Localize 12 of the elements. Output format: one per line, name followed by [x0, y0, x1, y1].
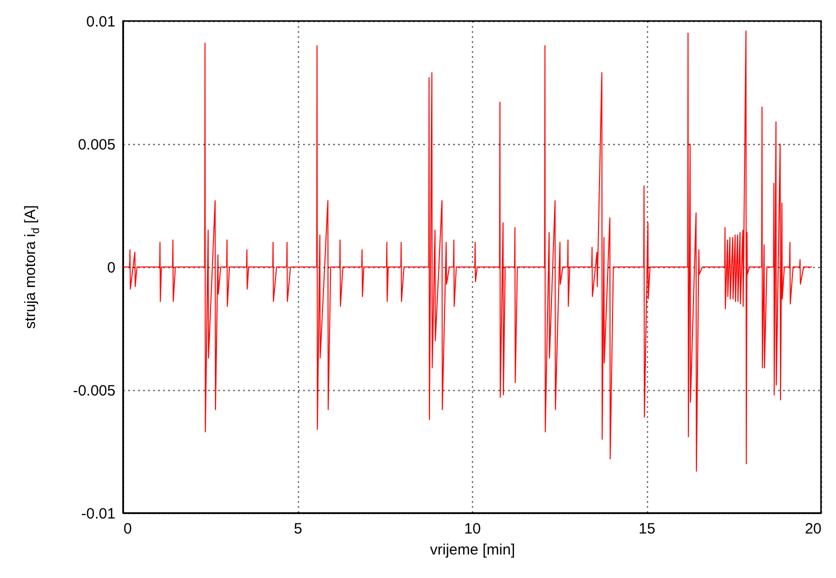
y-tick-label: 0 [107, 260, 116, 276]
x-tick-label: 15 [638, 520, 656, 538]
line-series [123, 30, 812, 472]
x-axis-title: vrijeme [min] [430, 542, 516, 558]
y-tick-label: 0.01 [86, 14, 116, 30]
x-tick-label: 5 [294, 520, 302, 538]
x-tick-label: 20 [804, 520, 822, 538]
x-tick-label: 10 [464, 520, 481, 538]
y-tick-label: -0.005 [72, 382, 116, 400]
x-tick-label: 0 [124, 520, 132, 538]
y-tick-label: 0.005 [78, 136, 116, 154]
y-tick-label: -0.01 [81, 506, 116, 522]
